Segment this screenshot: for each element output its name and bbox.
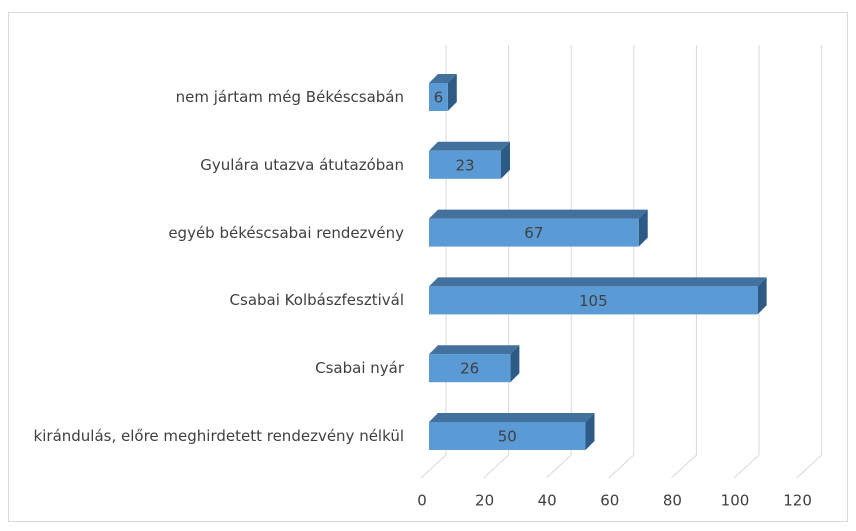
data-label: 67 bbox=[524, 224, 543, 242]
x-tick-label: 40 bbox=[538, 492, 557, 510]
x-tick-label: 20 bbox=[475, 492, 494, 510]
bar bbox=[429, 422, 586, 450]
bar bbox=[429, 83, 448, 111]
bar-top bbox=[429, 209, 648, 219]
bar bbox=[429, 354, 511, 383]
bar bbox=[429, 150, 501, 179]
x-tick-label: 100 bbox=[721, 492, 750, 510]
bar bbox=[429, 218, 639, 247]
x-tick-label: 120 bbox=[783, 492, 812, 510]
data-label: 26 bbox=[460, 360, 479, 378]
grid-line bbox=[545, 454, 572, 479]
bar-side bbox=[638, 209, 648, 247]
grid-line bbox=[796, 454, 822, 479]
y-tick-label: Csabai Kolbászfesztivál bbox=[229, 291, 404, 310]
y-tick-label: nem jártam még Békéscsabán bbox=[175, 88, 404, 106]
data-label: 23 bbox=[455, 156, 474, 174]
bar-top bbox=[429, 141, 510, 151]
grid-line bbox=[733, 454, 760, 479]
grid-line bbox=[608, 454, 635, 479]
x-tick-label: 0 bbox=[417, 492, 427, 510]
bar-side bbox=[447, 74, 457, 111]
grid-line bbox=[420, 454, 447, 479]
bar-side bbox=[510, 345, 520, 383]
y-tick-label: Gyulára utazva átutazóban bbox=[200, 155, 404, 174]
grid-line bbox=[671, 454, 697, 479]
bar-top bbox=[429, 74, 457, 83]
data-label: 105 bbox=[579, 292, 608, 310]
bar-side bbox=[500, 141, 510, 179]
y-tick-label: egyéb békéscsabai rendezvény bbox=[168, 223, 404, 242]
bar bbox=[429, 286, 758, 315]
y-tick-label: Csabai nyár bbox=[315, 359, 404, 378]
bar-top bbox=[429, 277, 767, 287]
x-tick-label: 60 bbox=[600, 492, 619, 510]
x-tick-label: 80 bbox=[663, 492, 682, 510]
chart-frame bbox=[8, 12, 848, 522]
data-label: 6 bbox=[434, 89, 444, 107]
bar-side bbox=[585, 413, 595, 450]
bar-top bbox=[429, 345, 520, 355]
bar-side bbox=[757, 277, 767, 315]
bar-top bbox=[429, 413, 595, 422]
data-label: 50 bbox=[498, 428, 517, 446]
y-tick-label: kirándulás, előre meghirdetett rendezvén… bbox=[33, 427, 404, 445]
grid-line bbox=[483, 454, 509, 479]
